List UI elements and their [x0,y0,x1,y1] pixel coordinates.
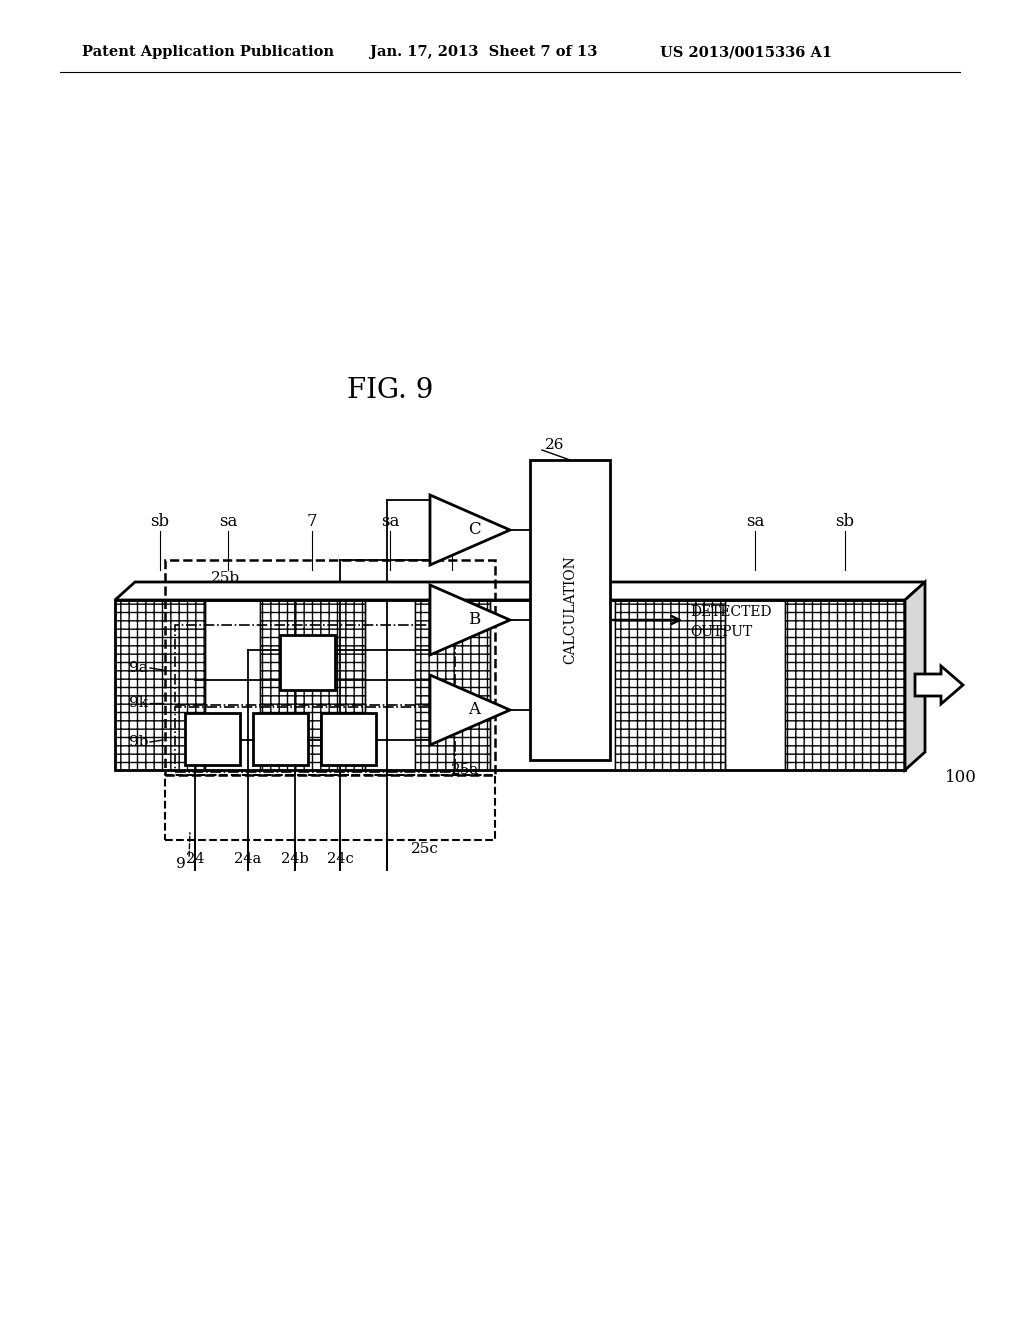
Bar [185,713,240,766]
Bar [615,601,725,770]
Text: 100: 100 [945,770,977,787]
Bar [280,635,335,690]
Text: 9b: 9b [128,735,148,748]
Text: 9: 9 [176,857,186,871]
Bar [365,601,415,770]
Text: 24a: 24a [234,851,261,866]
Bar [175,624,455,705]
Polygon shape [905,582,925,770]
Text: Patent Application Publication: Patent Application Publication [82,45,334,59]
Bar [615,601,725,770]
Text: 12: 12 [590,513,610,531]
Text: B: B [468,611,480,628]
Bar [785,601,905,770]
Text: sb: sb [836,513,855,531]
FancyArrow shape [915,667,963,704]
Text: 24c: 24c [327,851,353,866]
Text: sa: sa [219,513,238,531]
Text: Jan. 17, 2013  Sheet 7 of 13: Jan. 17, 2013 Sheet 7 of 13 [370,45,597,59]
Text: 25a: 25a [451,763,479,777]
Bar [785,601,905,770]
Polygon shape [115,582,925,601]
Bar [725,601,785,770]
Bar [260,601,365,770]
Bar [415,601,490,770]
Bar [115,601,205,770]
Text: sa: sa [381,513,399,531]
Bar [415,601,490,770]
Polygon shape [430,495,510,565]
Text: A: A [468,701,480,718]
Bar [260,601,365,770]
Text: OUTPUT: OUTPUT [690,624,753,639]
Text: C: C [468,521,480,539]
Text: 25b: 25b [211,572,240,585]
Bar [530,459,610,760]
Polygon shape [430,585,510,655]
Text: 24: 24 [185,851,204,866]
Text: 9k: 9k [129,696,148,710]
Bar [321,713,376,766]
Bar [165,775,495,840]
Bar [205,601,260,770]
Text: DETECTED: DETECTED [690,605,771,619]
Bar [490,601,615,770]
Text: sa: sa [745,513,764,531]
Bar [165,560,495,775]
Bar [115,601,905,770]
Text: CALCULATION: CALCULATION [563,556,577,664]
Text: 24b: 24b [282,851,309,866]
Text: 25c: 25c [411,842,439,855]
Bar [175,708,455,772]
Text: 12: 12 [590,478,610,495]
Bar [115,601,205,770]
Text: sb: sb [442,513,462,531]
Text: 7: 7 [306,513,317,531]
Text: 9a: 9a [129,661,148,675]
Text: US 2013/0015336 A1: US 2013/0015336 A1 [660,45,833,59]
Text: 26: 26 [545,438,564,451]
Text: FIG. 9: FIG. 9 [347,376,433,404]
Bar [253,713,308,766]
Text: sb: sb [151,513,170,531]
Polygon shape [430,675,510,744]
